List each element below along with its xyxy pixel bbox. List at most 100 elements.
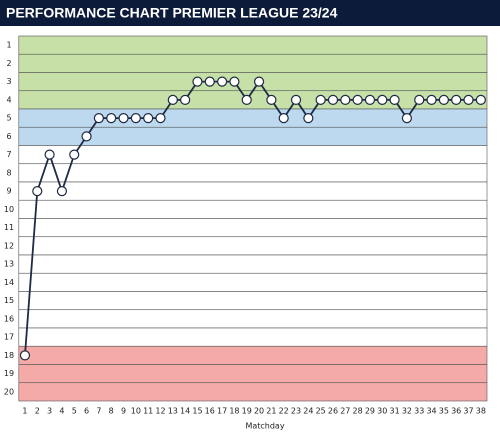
- x-tick-label: 33: [414, 407, 424, 416]
- opponent-marker: [44, 149, 55, 160]
- x-tick-label: 8: [109, 407, 114, 416]
- opponent-marker: [266, 94, 277, 105]
- y-tick-label: 16: [4, 314, 14, 323]
- opponent-marker: [19, 350, 31, 361]
- x-tick-label: 34: [426, 407, 436, 416]
- y-tick-label: 5: [6, 114, 11, 123]
- row-band: [18, 72, 488, 92]
- opponent-marker: [438, 94, 449, 105]
- opponent-marker: [401, 113, 413, 124]
- x-tick-label: 37: [463, 407, 473, 416]
- x-tick-label: 13: [168, 407, 178, 416]
- opponent-marker: [192, 76, 203, 87]
- x-tick-label: 32: [402, 407, 412, 416]
- x-tick-label: 24: [303, 407, 313, 416]
- x-tick-label: 15: [192, 407, 202, 416]
- opponent-marker: [364, 94, 376, 105]
- opponent-marker: [216, 76, 228, 87]
- row-band: [18, 382, 488, 402]
- opponent-marker: [32, 186, 43, 197]
- row-band: [18, 291, 488, 311]
- y-tick-label: 18: [4, 351, 14, 360]
- x-tick-label: 14: [180, 407, 190, 416]
- chart-title: PERFORMANCE CHART PREMIER LEAGUE 23/24: [6, 5, 338, 21]
- x-tick-label: 26: [328, 407, 338, 416]
- x-tick-label: 12: [155, 407, 165, 416]
- x-tick-label: 11: [143, 407, 153, 416]
- row-band: [18, 145, 488, 165]
- opponent-marker: [130, 113, 141, 124]
- x-tick-label: 5: [72, 407, 77, 416]
- y-tick-label: 4: [6, 95, 11, 104]
- opponent-marker: [290, 94, 302, 105]
- opponent-marker: [352, 94, 363, 105]
- x-tick-label: 9: [121, 407, 126, 416]
- y-tick-label: 15: [4, 296, 14, 305]
- x-tick-label: 21: [266, 407, 276, 416]
- x-tick-label: 3: [47, 407, 52, 416]
- row-band: [18, 345, 488, 365]
- row-band: [18, 272, 488, 292]
- opponent-marker: [475, 94, 486, 105]
- x-tick-label: 23: [291, 407, 301, 416]
- opponent-marker: [167, 94, 178, 105]
- x-tick-label: 10: [131, 407, 141, 416]
- y-tick-label: 13: [4, 260, 14, 269]
- x-tick-label: 29: [365, 407, 375, 416]
- opponent-marker: [463, 94, 474, 105]
- y-tick-label: 6: [6, 132, 11, 141]
- y-tick-label: 20: [4, 387, 14, 396]
- opponent-marker: [340, 94, 351, 105]
- row-band: [18, 236, 488, 256]
- y-tick-label: 10: [4, 205, 14, 214]
- y-tick-label: 12: [4, 241, 14, 250]
- x-tick-label: 22: [279, 407, 289, 416]
- row-band: [18, 35, 488, 55]
- y-tick-label: 8: [6, 168, 11, 177]
- x-tick-label: 4: [59, 407, 64, 416]
- row-band: [18, 199, 488, 219]
- x-tick-label: 17: [217, 407, 227, 416]
- row-band: [18, 327, 488, 347]
- opponent-marker: [118, 113, 129, 124]
- row-band: [18, 53, 488, 73]
- y-tick-label: 2: [6, 59, 11, 68]
- x-tick-label: 1: [22, 407, 27, 416]
- y-tick-label: 19: [4, 369, 14, 378]
- opponent-marker: [377, 94, 388, 105]
- x-tick-label: 38: [476, 407, 486, 416]
- opponent-marker: [155, 113, 166, 124]
- x-tick-label: 20: [254, 407, 264, 416]
- row-band: [18, 181, 488, 201]
- row-band: [18, 254, 488, 274]
- opponent-marker: [426, 94, 437, 105]
- y-tick-label: 17: [4, 333, 14, 342]
- row-band: [18, 218, 488, 238]
- x-tick-label: 6: [84, 407, 89, 416]
- y-tick-label: 7: [6, 150, 11, 159]
- y-tick-label: 14: [4, 278, 14, 287]
- x-tick-label: 31: [389, 407, 399, 416]
- x-axis-label: Matchday: [245, 422, 284, 431]
- opponent-marker: [315, 94, 326, 105]
- opponent-marker: [414, 94, 425, 105]
- x-tick-label: 36: [451, 407, 461, 416]
- x-tick-label: 25: [316, 407, 326, 416]
- y-tick-label: 1: [6, 41, 11, 50]
- x-tick-label: 27: [340, 407, 350, 416]
- opponent-marker: [278, 113, 289, 124]
- opponent-marker: [81, 131, 92, 142]
- y-tick-label: 11: [4, 223, 14, 232]
- opponent-marker: [451, 94, 462, 105]
- x-tick-label: 28: [353, 407, 363, 416]
- x-tick-label: 2: [35, 407, 40, 416]
- title-bar: [0, 0, 500, 26]
- y-tick-label: 9: [6, 187, 11, 196]
- opponent-marker: [106, 113, 117, 124]
- opponent-marker: [229, 76, 240, 87]
- x-tick-label: 30: [377, 407, 387, 416]
- row-band: [18, 108, 488, 128]
- opponent-marker: [389, 94, 400, 105]
- row-band: [18, 309, 488, 329]
